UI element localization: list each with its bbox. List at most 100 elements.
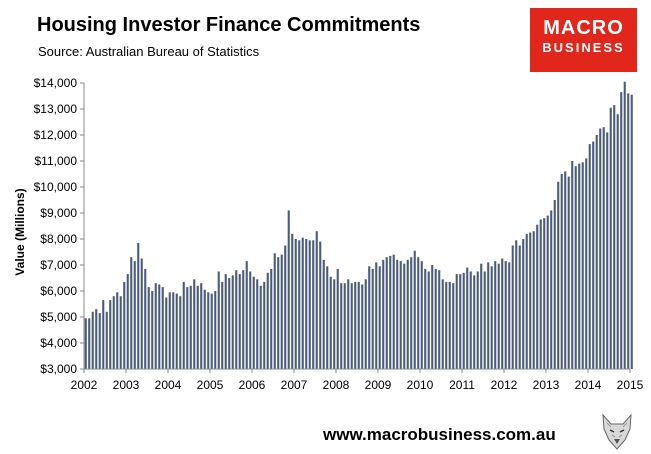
bar xyxy=(147,287,150,369)
bar xyxy=(574,166,577,369)
bar xyxy=(476,271,479,369)
y-tick-label: $13,000 xyxy=(34,102,78,116)
bar xyxy=(585,158,588,369)
bar xyxy=(189,285,192,369)
bar xyxy=(277,257,280,369)
bar xyxy=(469,271,472,369)
bar xyxy=(480,263,483,369)
bar xyxy=(616,114,619,369)
bar xyxy=(242,270,245,369)
bar xyxy=(158,284,161,369)
bar xyxy=(564,171,567,369)
bar xyxy=(294,239,297,369)
bar xyxy=(490,266,493,369)
bar xyxy=(361,284,364,369)
bar xyxy=(266,272,269,369)
y-tick-label: $8,000 xyxy=(40,232,77,246)
bar xyxy=(406,259,409,369)
logo-line-2: BUSINESS xyxy=(542,40,625,55)
bar xyxy=(95,309,98,369)
bar xyxy=(522,239,525,369)
bar xyxy=(133,261,136,369)
bar xyxy=(578,163,581,369)
bar xyxy=(413,250,416,369)
bar xyxy=(112,296,115,369)
bar xyxy=(466,267,469,369)
x-tick-label: 2011 xyxy=(449,378,475,392)
bar xyxy=(214,291,217,369)
chart-title: Housing Investor Finance Commitments xyxy=(37,14,421,36)
bar xyxy=(347,279,350,369)
x-tick-label: 2004 xyxy=(155,378,182,392)
bar xyxy=(280,254,283,369)
bar xyxy=(410,257,413,369)
bar xyxy=(627,93,630,370)
bar xyxy=(459,274,462,369)
y-tick-label: $7,000 xyxy=(40,258,77,272)
x-tick-label: 2005 xyxy=(197,378,224,392)
bar xyxy=(536,224,539,369)
bar xyxy=(210,293,213,369)
bar xyxy=(385,257,388,369)
bar xyxy=(270,268,273,369)
bar xyxy=(231,275,234,369)
bar xyxy=(487,262,490,369)
bar xyxy=(116,292,119,369)
y-tick-label: $9,000 xyxy=(40,206,77,220)
bar xyxy=(196,285,199,369)
bar xyxy=(606,132,609,369)
bar xyxy=(504,261,507,369)
bar xyxy=(165,297,168,369)
x-tick-label: 2009 xyxy=(365,378,392,392)
bar xyxy=(336,268,339,369)
bar xyxy=(224,274,227,369)
bar xyxy=(193,279,196,369)
y-axis-ticks: $3,000 $4,000 $5,000 $6,000 $7,000 $8,000 $9,0… xyxy=(34,76,84,376)
y-tick-label: $12,000 xyxy=(34,128,78,142)
bar xyxy=(308,240,311,369)
bar xyxy=(539,219,542,369)
bar xyxy=(378,266,381,369)
bar xyxy=(543,218,546,369)
bar xyxy=(424,268,427,369)
x-tick-label: 2013 xyxy=(533,378,560,392)
bar xyxy=(123,281,126,369)
bar xyxy=(319,241,322,369)
chart-subtitle: Source: Australian Bureau of Statistics xyxy=(38,44,260,59)
macrobusiness-logo: MACRO BUSINESS xyxy=(530,8,637,72)
bar xyxy=(343,283,346,369)
bar xyxy=(497,263,500,369)
bar xyxy=(322,259,325,369)
bar xyxy=(175,293,178,369)
bar xyxy=(109,300,112,369)
bar xyxy=(154,283,157,369)
bar xyxy=(221,281,224,369)
bar xyxy=(137,242,140,369)
bar xyxy=(144,268,147,369)
bar xyxy=(249,271,252,369)
bar xyxy=(119,296,122,369)
footer-url[interactable]: www.macrobusiness.com.au xyxy=(323,425,556,444)
bar xyxy=(252,276,255,369)
bar xyxy=(532,231,535,369)
bar xyxy=(315,231,318,369)
bar xyxy=(161,287,164,369)
bar xyxy=(392,254,395,369)
y-tick-label: $6,000 xyxy=(40,284,77,298)
bar xyxy=(595,135,598,369)
x-tick-label: 2002 xyxy=(71,378,98,392)
bar xyxy=(508,262,511,369)
bar xyxy=(448,281,451,369)
bar xyxy=(403,263,406,369)
y-tick-label: $14,000 xyxy=(34,76,78,90)
bar xyxy=(560,174,563,369)
bar xyxy=(130,257,133,369)
bar xyxy=(368,266,371,369)
bar xyxy=(126,274,129,369)
bar xyxy=(263,281,266,369)
bar xyxy=(599,128,602,369)
bar xyxy=(200,283,203,369)
bar xyxy=(550,210,553,369)
bar xyxy=(417,257,420,369)
y-tick-label: $10,000 xyxy=(34,180,78,194)
